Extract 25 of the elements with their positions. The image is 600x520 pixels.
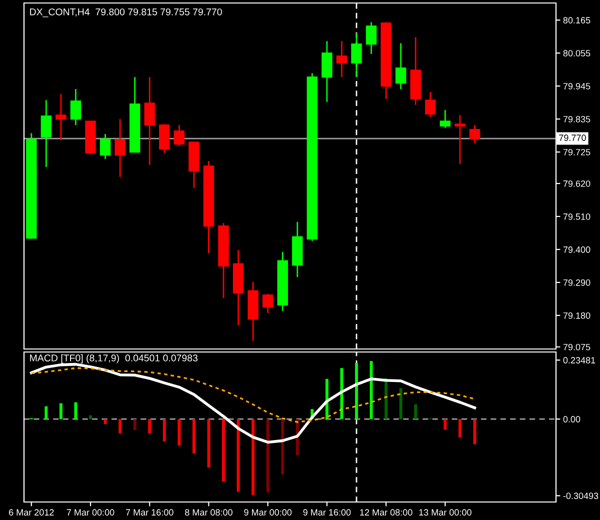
y-tick-label: 0.23481 (563, 357, 596, 364)
y-tick-label: 79.725 (563, 148, 590, 156)
y-tick-label: 79.620 (563, 180, 590, 187)
y-tick-label: 79.510 (563, 213, 590, 220)
y-tick-label: -0.30493 (563, 492, 598, 500)
text: DX_CONT,H4 79.800 79.815 79.755 79.770 (30, 8, 222, 18)
x-tick-label: 6 Mar 2012 (9, 509, 54, 516)
x-tick-label: 7 Mar 16:00 (126, 509, 174, 516)
y-tick-label: 79.400 (563, 246, 590, 253)
x-tick-label: 13 Mar 00:00 (419, 509, 472, 516)
y-tick-label: 0.00 (563, 416, 580, 422)
chart-title: MACD [TF0] (8,17,9) 0.04501 0.07983 (30, 354, 198, 364)
y-tick-label: 80.165 (563, 17, 590, 24)
x-tick-label: 12 Mar 08:00 (360, 509, 412, 516)
y-tick-label: 80.055 (563, 50, 590, 56)
x-tick-label: 9 Mar 00:00 (244, 509, 292, 516)
y-tick-label: 79.180 (563, 312, 590, 319)
ref-line-label: 79.770 (559, 134, 586, 141)
y-tick-label: 79.290 (563, 279, 590, 286)
y-tick-label: 79.945 (563, 83, 590, 90)
y-tick-label: 79.075 (563, 344, 590, 350)
x-tick-label: 7 Mar 00:00 (66, 509, 114, 516)
x-tick-label: 8 Mar 08:00 (185, 509, 232, 516)
y-tick-label: 79.835 (563, 116, 590, 122)
x-tick-label: 9 Mar 16:00 (303, 509, 351, 516)
